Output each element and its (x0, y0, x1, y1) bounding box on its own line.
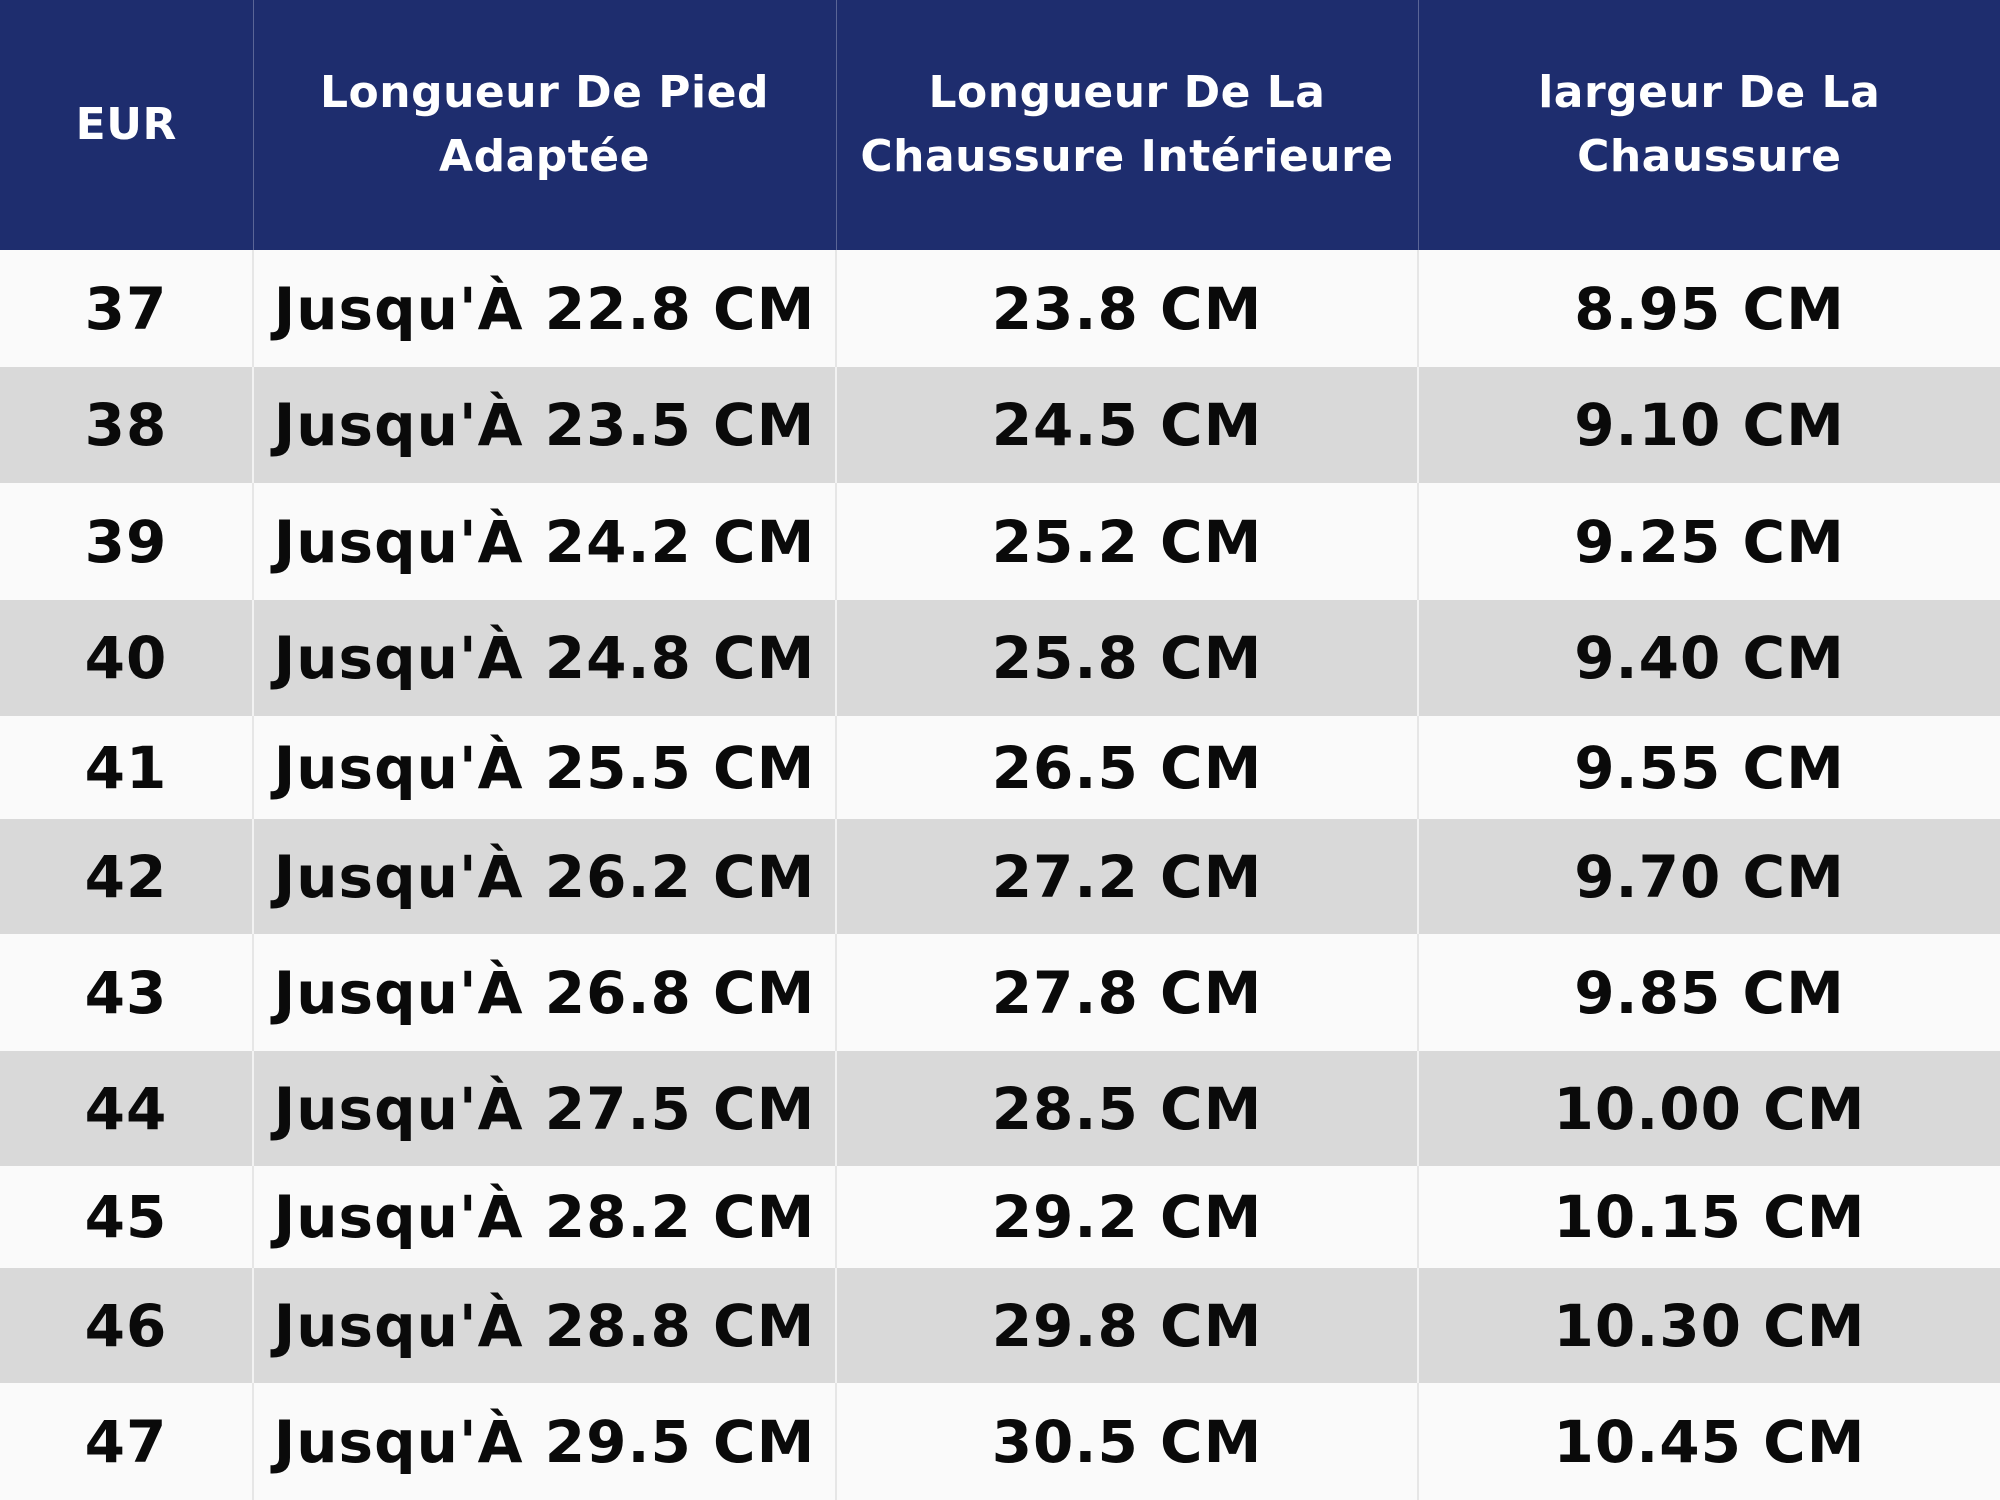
cell-inner-length: 27.8 CM (835, 934, 1418, 1051)
cell-eur-size: 44 (0, 1051, 253, 1166)
cell-foot-length: Jusqu'À 22.8 CM (252, 250, 836, 367)
cell-foot-length: Jusqu'À 24.8 CM (252, 600, 836, 716)
header-foot-length: Longueur De Pied Adaptée (252, 0, 836, 250)
cell-eur-size: 38 (0, 367, 253, 483)
table-row: 41 Jusqu'À 25.5 CM 26.5 CM 9.55 CM (0, 716, 2000, 819)
cell-width: 8.95 CM (1417, 250, 2000, 367)
table-row: 47 Jusqu'À 29.5 CM 30.5 CM 10.45 CM (0, 1383, 2000, 1500)
header-width: largeur De La Chaussure (1417, 0, 2000, 250)
cell-eur-size: 45 (0, 1166, 253, 1268)
cell-foot-length: Jusqu'À 24.2 CM (252, 483, 836, 600)
cell-inner-length: 29.8 CM (835, 1268, 1418, 1383)
cell-width: 9.70 CM (1417, 819, 2000, 934)
cell-eur-size: 41 (0, 716, 253, 819)
cell-width: 10.30 CM (1417, 1268, 2000, 1383)
cell-foot-length: Jusqu'À 28.2 CM (252, 1166, 836, 1268)
cell-width: 9.85 CM (1417, 934, 2000, 1051)
cell-inner-length: 28.5 CM (835, 1051, 1418, 1166)
header-row: EUR Longueur De Pied Adaptée Longueur De… (0, 0, 2000, 250)
cell-inner-length: 25.8 CM (835, 600, 1418, 716)
cell-foot-length: Jusqu'À 26.2 CM (252, 819, 836, 934)
table-row: 45 Jusqu'À 28.2 CM 29.2 CM 10.15 CM (0, 1166, 2000, 1268)
cell-width: 9.10 CM (1417, 367, 2000, 483)
cell-foot-length: Jusqu'À 28.8 CM (252, 1268, 836, 1383)
cell-inner-length: 23.8 CM (835, 250, 1418, 367)
cell-inner-length: 29.2 CM (835, 1166, 1418, 1268)
cell-eur-size: 46 (0, 1268, 253, 1383)
cell-width: 10.15 CM (1417, 1166, 2000, 1268)
cell-eur-size: 42 (0, 819, 253, 934)
cell-eur-size: 43 (0, 934, 253, 1051)
cell-eur-size: 40 (0, 600, 253, 716)
cell-foot-length: Jusqu'À 25.5 CM (252, 716, 836, 819)
cell-inner-length: 25.2 CM (835, 483, 1418, 600)
header-inner-length: Longueur De La Chaussure Intérieure (835, 0, 1418, 250)
cell-width: 10.00 CM (1417, 1051, 2000, 1166)
table-row: 39 Jusqu'À 24.2 CM 25.2 CM 9.25 CM (0, 483, 2000, 600)
cell-foot-length: Jusqu'À 27.5 CM (252, 1051, 836, 1166)
cell-foot-length: Jusqu'À 26.8 CM (252, 934, 836, 1051)
cell-width: 9.55 CM (1417, 716, 2000, 819)
cell-eur-size: 37 (0, 250, 253, 367)
table-row: 43 Jusqu'À 26.8 CM 27.8 CM 9.85 CM (0, 934, 2000, 1051)
cell-inner-length: 26.5 CM (835, 716, 1418, 819)
table-row: 37 Jusqu'À 22.8 CM 23.8 CM 8.95 CM (0, 250, 2000, 367)
cell-inner-length: 24.5 CM (835, 367, 1418, 483)
table-row: 44 Jusqu'À 27.5 CM 28.5 CM 10.00 CM (0, 1051, 2000, 1166)
cell-inner-length: 30.5 CM (835, 1383, 1418, 1500)
cell-eur-size: 39 (0, 483, 253, 600)
cell-eur-size: 47 (0, 1383, 253, 1500)
table-row: 38 Jusqu'À 23.5 CM 24.5 CM 9.10 CM (0, 367, 2000, 483)
cell-width: 9.25 CM (1417, 483, 2000, 600)
cell-width: 10.45 CM (1417, 1383, 2000, 1500)
cell-foot-length: Jusqu'À 23.5 CM (252, 367, 836, 483)
header-eur: EUR (0, 0, 253, 250)
table-row: 42 Jusqu'À 26.2 CM 27.2 CM 9.70 CM (0, 819, 2000, 934)
cell-width: 9.40 CM (1417, 600, 2000, 716)
cell-foot-length: Jusqu'À 29.5 CM (252, 1383, 836, 1500)
table-row: 46 Jusqu'À 28.8 CM 29.8 CM 10.30 CM (0, 1268, 2000, 1383)
cell-inner-length: 27.2 CM (835, 819, 1418, 934)
table-row: 40 Jusqu'À 24.8 CM 25.8 CM 9.40 CM (0, 600, 2000, 716)
